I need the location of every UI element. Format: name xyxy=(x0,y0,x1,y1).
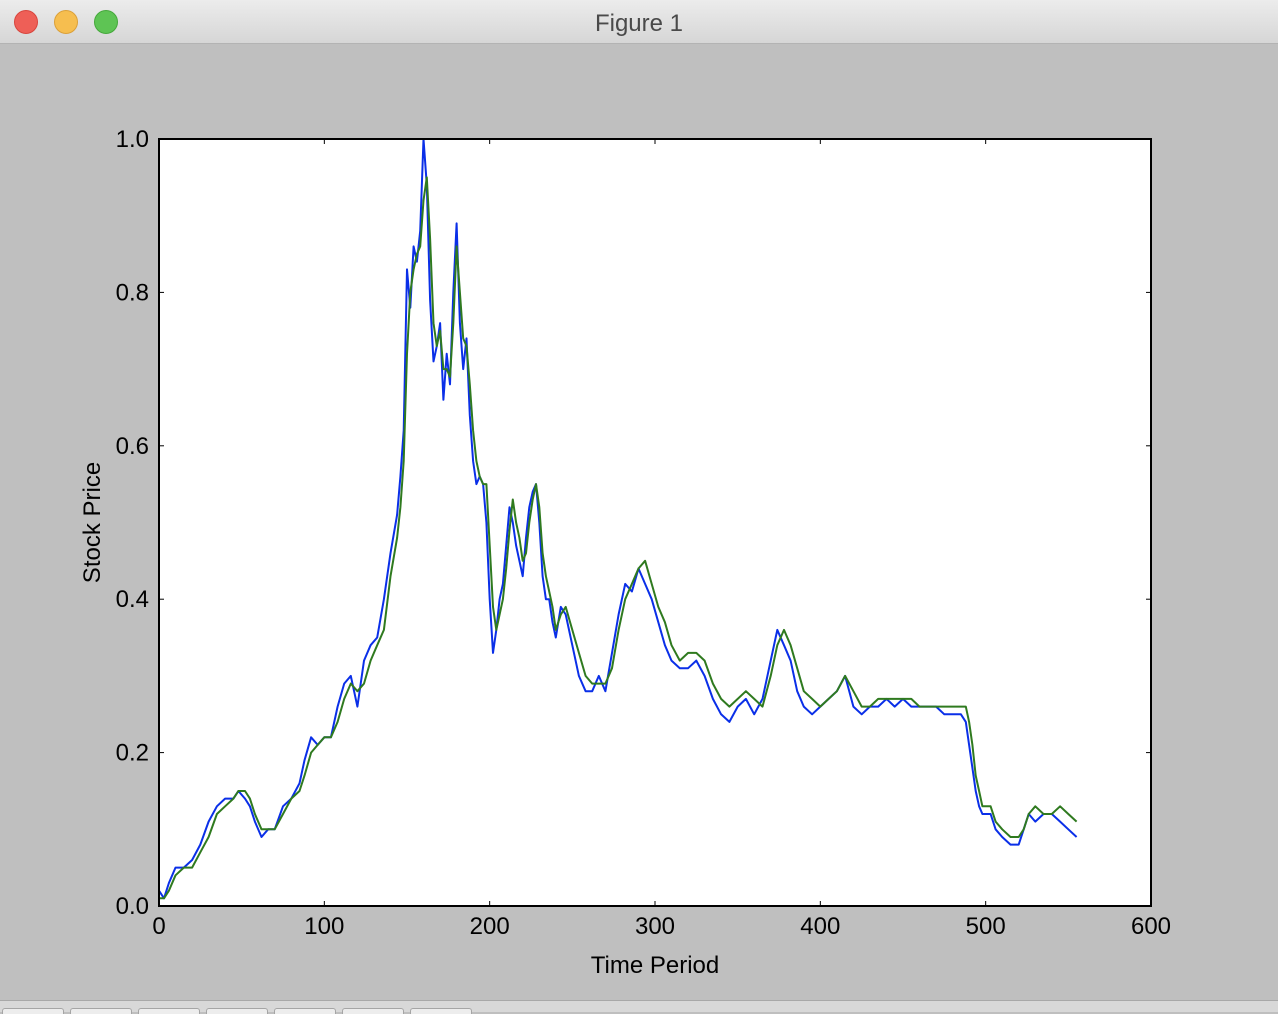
series-line-1 xyxy=(159,139,1078,900)
forward-icon[interactable] xyxy=(138,1008,200,1014)
x-axis-label: Time Period xyxy=(591,952,719,979)
x-tick-label: 100 xyxy=(304,913,344,940)
x-tick-label: 400 xyxy=(800,913,840,940)
y-tick-label: 0.6 xyxy=(116,433,149,460)
x-tick-label: 0 xyxy=(152,913,165,940)
x-tick-label: 500 xyxy=(966,913,1006,940)
save-icon[interactable] xyxy=(410,1008,472,1014)
x-tick-label: 600 xyxy=(1131,913,1171,940)
y-tick-label: 0.4 xyxy=(116,586,149,613)
y-tick-label: 0.0 xyxy=(116,893,149,920)
y-axis-label: Stock Price xyxy=(79,462,106,583)
figure-toolbar xyxy=(0,1000,1278,1014)
line-chart: 0 100 200 300 400 500 600 0.0 0.2 0.4 0.6 0.8 1.0 Tim… xyxy=(79,126,1171,979)
zoom-rect-icon[interactable] xyxy=(274,1008,336,1014)
window-titlebar: Figure 1 xyxy=(0,0,1278,44)
plot-background xyxy=(159,139,1151,906)
back-icon[interactable] xyxy=(70,1008,132,1014)
window-title: Figure 1 xyxy=(594,10,684,37)
y-tick-label: 0.8 xyxy=(116,279,149,306)
x-tick-label: 300 xyxy=(635,913,675,940)
y-tick-label: 1.0 xyxy=(116,126,149,153)
home-icon[interactable] xyxy=(2,1008,64,1014)
pan-icon[interactable] xyxy=(206,1008,268,1014)
close-icon[interactable] xyxy=(14,10,38,34)
zoom-icon[interactable] xyxy=(94,10,118,34)
subplots-icon[interactable] xyxy=(342,1008,404,1014)
figure-canvas[interactable]: 0 100 200 300 400 500 600 0.0 0.2 0.4 0.6 0.8 1.0 Tim… xyxy=(0,44,1278,1000)
series-line-2 xyxy=(159,176,1078,900)
x-tick-label: 200 xyxy=(470,913,510,940)
minimize-icon[interactable] xyxy=(54,10,78,34)
y-tick-label: 0.2 xyxy=(116,740,149,767)
